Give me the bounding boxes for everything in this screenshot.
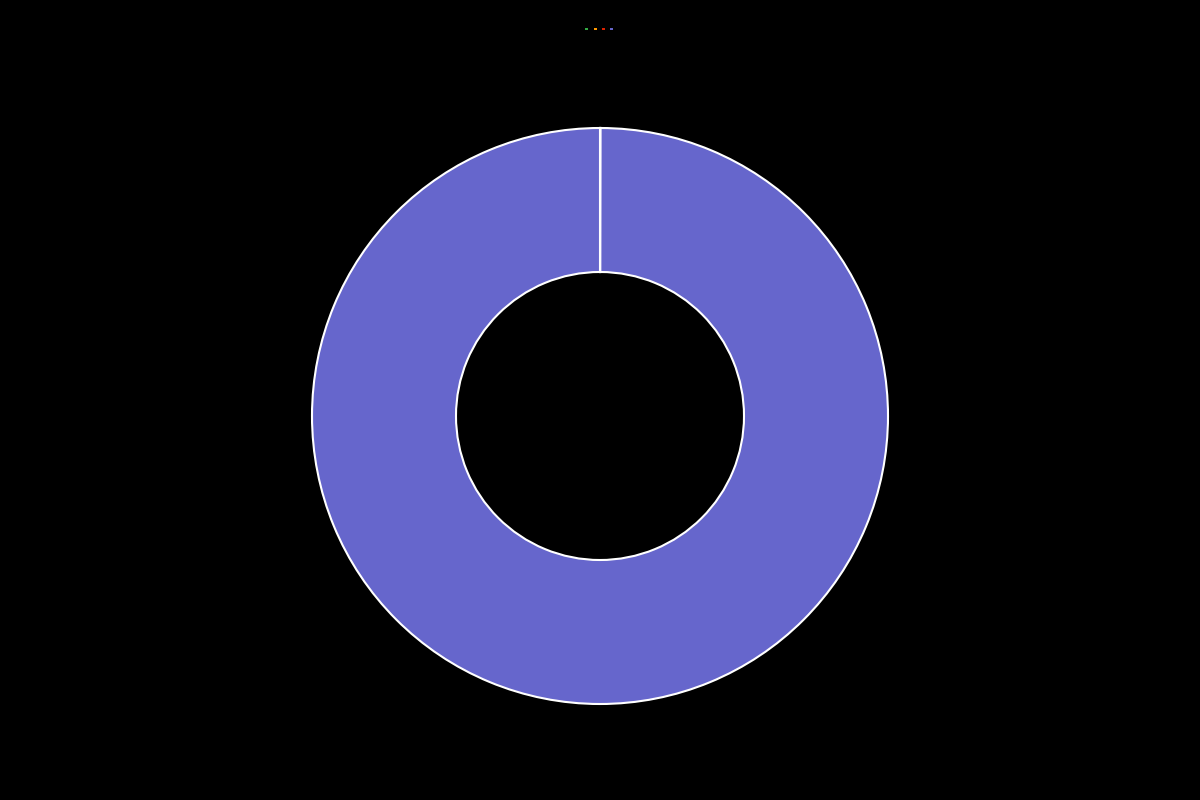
Wedge shape: [312, 128, 888, 704]
Legend: , , , : , , ,: [584, 28, 616, 30]
